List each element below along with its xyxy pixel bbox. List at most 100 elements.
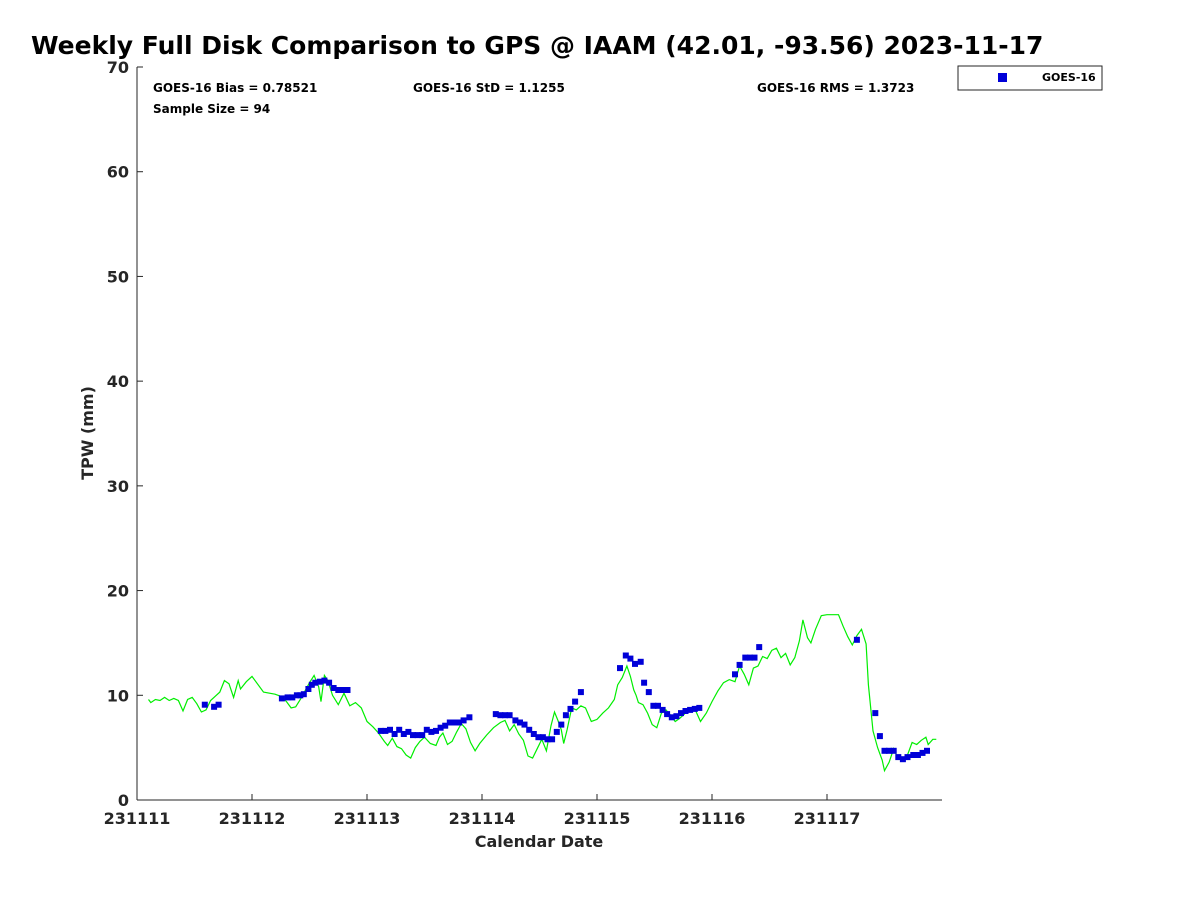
x-tick-label: 231116 — [679, 809, 746, 828]
goes16-point — [396, 726, 403, 733]
goes16-point — [650, 702, 657, 709]
goes16-point — [339, 687, 346, 693]
goes16-point — [326, 679, 333, 686]
bias-stat: GOES-16 Bias = 0.78521 — [153, 81, 317, 95]
x-tick-label: 231112 — [219, 809, 286, 828]
y-tick-label: 0 — [118, 791, 129, 810]
goes16-point — [382, 727, 389, 734]
legend-box — [957, 65, 1103, 91]
y-tick-label: 30 — [107, 477, 129, 496]
sample-size-stat: Sample Size = 94 — [153, 102, 270, 116]
goes16-points-layer — [201, 636, 930, 763]
goes16-point — [521, 721, 528, 728]
goes16-point — [517, 719, 523, 726]
x-axis-label: Calendar Date — [475, 832, 604, 851]
goes16-point — [330, 685, 337, 691]
x-tick-label: 231114 — [449, 809, 516, 828]
legend-label-goes16: GOES-16 — [1042, 71, 1096, 84]
rms-stat: GOES-16 RMS = 1.3723 — [757, 81, 914, 95]
goes16-point — [895, 754, 902, 761]
goes16-point — [577, 689, 584, 696]
goes16-point — [211, 703, 218, 710]
goes16-point — [305, 686, 312, 692]
goes16-point — [553, 728, 560, 735]
goes16-point — [492, 711, 499, 718]
goes16-point — [502, 712, 508, 719]
plot-area: 0 10 20 30 40 50 60 70 231111 231112 231113 231114… — [104, 58, 942, 828]
y-ticks: 0 10 20 30 40 50 60 70 — [107, 58, 143, 810]
goes16-point — [756, 644, 763, 651]
goes16-point — [410, 732, 416, 739]
goes16-point — [423, 726, 430, 733]
goes16-point — [910, 752, 917, 758]
goes16-point — [872, 710, 879, 717]
goes16-point — [924, 747, 930, 754]
goes16-point — [678, 710, 684, 717]
goes16-point — [344, 687, 351, 693]
goes16-point — [512, 717, 519, 724]
goes16-point — [736, 661, 743, 668]
goes16-point — [451, 719, 458, 726]
goes16-point — [632, 660, 638, 667]
goes16-point — [284, 694, 291, 701]
goes16-point — [645, 689, 652, 696]
legend: GOES-16 — [957, 65, 1103, 91]
goes16-point — [655, 702, 661, 709]
goes16-point — [437, 724, 444, 731]
goes16-point — [506, 712, 513, 719]
goes16-point — [539, 734, 546, 741]
goes16-point — [446, 719, 453, 726]
goes16-point — [696, 704, 703, 711]
goes16-point — [627, 655, 634, 662]
goes16-point — [526, 726, 533, 733]
goes16-point — [562, 712, 569, 719]
goes16-point — [742, 654, 749, 661]
goes16-point — [572, 698, 579, 705]
goes16-point — [377, 727, 384, 734]
goes16-point — [278, 695, 285, 702]
x-tick-label: 231111 — [104, 809, 171, 828]
x-tick-label: 231113 — [334, 809, 401, 828]
goes16-point — [919, 749, 926, 756]
goes16-point — [668, 714, 675, 721]
goes16-point — [414, 732, 421, 739]
goes16-point — [321, 677, 328, 684]
goes16-point — [691, 705, 698, 712]
gps-series-line — [148, 614, 937, 773]
goes16-point — [890, 747, 897, 754]
goes16-point — [637, 658, 644, 665]
y-axis-label: TPW (mm) — [78, 386, 97, 480]
x-tick-label: 231115 — [564, 809, 631, 828]
goes16-point — [201, 701, 208, 708]
y-tick-label: 60 — [107, 163, 129, 182]
goes16-point — [899, 756, 906, 763]
goes16-point — [682, 708, 689, 714]
goes16-point — [659, 706, 666, 713]
goes16-point — [460, 717, 467, 724]
goes16-point — [442, 722, 449, 729]
goes16-point — [549, 736, 556, 743]
goes16-point — [400, 731, 407, 737]
goes16-point — [853, 636, 860, 643]
std-stat: GOES-16 StD = 1.1255 — [413, 81, 565, 95]
goes16-point — [308, 681, 315, 688]
goes16-point — [567, 705, 574, 712]
goes16-point — [456, 719, 462, 726]
goes16-point — [293, 692, 300, 699]
goes16-point — [558, 721, 565, 728]
goes16-point — [904, 754, 911, 761]
legend-marker-goes16 — [998, 73, 1007, 82]
goes16-point — [664, 711, 671, 718]
y-tick-label: 40 — [107, 372, 129, 391]
goes16-point — [391, 731, 398, 737]
goes16-point — [316, 678, 323, 685]
goes16-point — [419, 732, 426, 739]
goes16-point — [497, 712, 504, 719]
goes16-point — [428, 728, 435, 735]
goes16-point — [876, 733, 883, 740]
x-tick-label: 231117 — [794, 809, 861, 828]
goes16-point — [641, 679, 648, 686]
goes16-point — [732, 671, 738, 678]
goes16-point — [914, 752, 921, 758]
